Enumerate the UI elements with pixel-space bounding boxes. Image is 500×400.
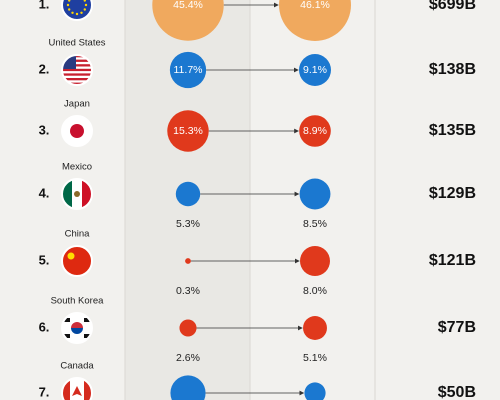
flag <box>61 377 93 400</box>
flag <box>61 0 93 21</box>
share-label: 8.5% <box>303 218 327 230</box>
flag-stripe <box>62 78 92 81</box>
flag-trigram <box>84 334 90 338</box>
bubble-after <box>304 382 326 400</box>
flag-stripe <box>62 59 92 62</box>
flag <box>61 178 93 210</box>
rank: 4. <box>39 185 50 200</box>
flag-star <box>68 0 71 2</box>
bubble-after <box>299 178 331 210</box>
flag-leaf <box>72 386 82 396</box>
flag-star <box>80 11 83 14</box>
amount: $50B <box>438 384 476 400</box>
amount: $77B <box>438 319 476 336</box>
flag-border <box>61 54 93 86</box>
flag-taeguk-top <box>71 322 83 328</box>
flag-star <box>83 8 86 11</box>
flag-red <box>62 378 70 400</box>
bubble-before <box>152 0 224 41</box>
country-name: Canada <box>60 361 94 372</box>
flag-taeguk-bottom <box>71 328 83 334</box>
rank: 7. <box>39 384 50 399</box>
rank: 3. <box>39 122 50 137</box>
flag-border <box>61 115 93 147</box>
flag-disc <box>70 124 84 138</box>
flag-border <box>61 312 93 344</box>
flag-body <box>62 378 92 400</box>
share-label: 2.6% <box>176 352 200 364</box>
flag <box>61 54 93 86</box>
bubble-after <box>279 0 351 41</box>
share-label: 5.3% <box>176 218 200 230</box>
flag-field <box>62 0 92 20</box>
flag-body <box>62 179 92 209</box>
bubble-after <box>299 115 331 147</box>
flag-stripe <box>62 68 92 72</box>
share-label: 5.1% <box>303 352 327 364</box>
share-label: 11.7% <box>174 64 203 76</box>
share-label: 9.1% <box>303 64 327 76</box>
flag-red <box>84 378 92 400</box>
bubble-before <box>167 110 209 152</box>
rank: 1. <box>39 0 50 11</box>
country-name: Japan <box>64 99 90 110</box>
bubble-before <box>185 258 191 264</box>
flag-trigram <box>64 334 70 338</box>
flag <box>61 115 93 147</box>
share-label: 0.3% <box>176 285 200 297</box>
amount: $121B <box>429 252 476 269</box>
amount: $135B <box>429 122 476 139</box>
country-name: United States <box>48 38 105 49</box>
flag-emblem <box>74 191 80 197</box>
flag-trigram <box>64 318 70 322</box>
flag-star <box>71 11 74 14</box>
rank: 2. <box>39 61 50 76</box>
flag-star <box>68 8 71 11</box>
bubble-before <box>179 319 197 337</box>
bubble-after <box>300 246 330 276</box>
flag-border <box>61 178 93 210</box>
flag-star <box>75 12 79 16</box>
amount: $129B <box>429 185 476 202</box>
flag-star <box>83 0 86 2</box>
bubble-after <box>299 54 331 86</box>
flag-star <box>84 3 88 7</box>
amount: $699B <box>429 0 476 13</box>
flag-border <box>61 0 93 21</box>
rank: 6. <box>39 319 50 334</box>
amount: $138B <box>429 61 476 78</box>
share-label: 8.9% <box>303 125 327 137</box>
country-name: Mexico <box>62 162 92 173</box>
flag <box>61 312 93 344</box>
flag-stripe <box>62 64 92 67</box>
share-label: 15.3% <box>173 125 203 137</box>
bubble-after <box>303 316 327 340</box>
flag-star <box>66 3 70 7</box>
share-label: 45.4% <box>173 0 203 11</box>
flag <box>61 245 93 277</box>
bubble-before <box>169 51 207 89</box>
bubble-before <box>170 375 206 400</box>
country-name: China <box>65 229 91 240</box>
flag-star <box>67 252 75 260</box>
flag-trigram <box>84 318 90 322</box>
flag-stripe <box>62 73 92 76</box>
flag-stripe <box>62 82 92 85</box>
flag-red <box>82 179 92 209</box>
share-label: 46.1% <box>300 0 330 11</box>
share-label: 8.0% <box>303 285 327 297</box>
flag-stripe <box>62 55 92 58</box>
flag-green <box>62 179 72 209</box>
flag-border <box>61 377 93 400</box>
flag-body <box>62 0 92 20</box>
bubble-before <box>175 181 201 207</box>
rank: 5. <box>39 252 50 267</box>
flag-border <box>61 245 93 277</box>
country-name: South Korea <box>51 296 105 307</box>
